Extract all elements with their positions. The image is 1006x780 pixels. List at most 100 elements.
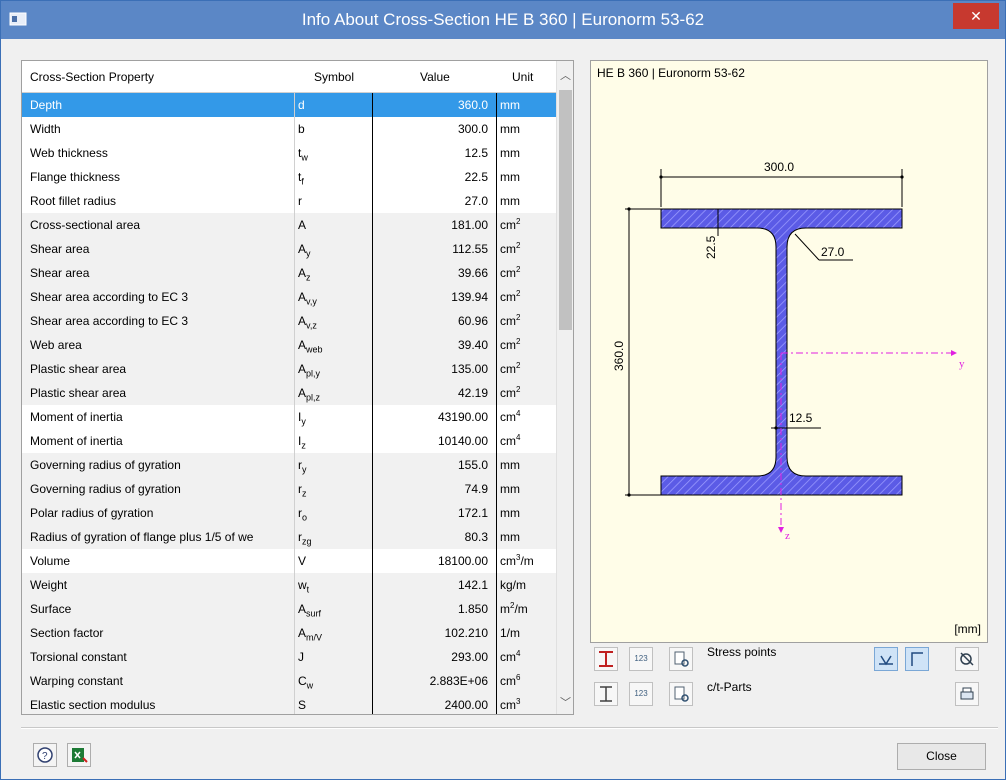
property-symbol: tf	[298, 170, 304, 187]
property-symbol: d	[298, 98, 305, 112]
property-symbol: Am/V	[298, 626, 323, 643]
property-name: Web area	[30, 338, 82, 352]
property-value: 155.0	[457, 458, 488, 472]
window-close-button[interactable]: ✕	[953, 3, 999, 29]
close-button[interactable]: Close	[897, 743, 986, 770]
table-row[interactable]: Warping constant Cw 2.883E+06 cm6	[22, 669, 557, 693]
property-value: 2.883E+06	[429, 674, 488, 688]
i-section-shape	[660, 208, 903, 496]
property-symbol: Asurf	[298, 602, 322, 619]
table-row[interactable]: Elastic section modulus S 2400.00 cm3	[22, 693, 557, 714]
table-scrollbar[interactable]: ︿ ﹀	[556, 61, 573, 714]
property-name: Surface	[30, 602, 72, 616]
properties-table: Cross-Section Property Symbol Value Unit…	[21, 60, 574, 715]
section-outline-icon[interactable]	[594, 682, 618, 706]
svg-text:?: ?	[42, 751, 48, 762]
table-header: Cross-Section Property Symbol Value Unit	[22, 61, 557, 93]
table-row[interactable]: Polar radius of gyration ro 172.1 mm	[22, 501, 557, 525]
reset-view-icon[interactable]	[955, 647, 979, 671]
header-unit[interactable]: Unit	[512, 70, 534, 84]
excel-icon	[72, 748, 88, 763]
table-row[interactable]: Plastic shear area Apl,z 42.19 cm2	[22, 381, 557, 405]
stress-points-label: Stress points	[707, 645, 777, 659]
graphic-title: HE B 360 | Euronorm 53-62	[597, 66, 745, 80]
property-name: Warping constant	[30, 674, 123, 688]
table-row[interactable]: Plastic shear area Apl,y 135.00 cm2	[22, 357, 557, 381]
table-row[interactable]: Shear area according to EC 3 Av,z 60.96 cm2	[22, 309, 557, 333]
dim-width-label: 300.0	[764, 160, 794, 174]
table-row[interactable]: Moment of inertia Iy 43190.00 cm4	[22, 405, 557, 429]
help-button[interactable]: ?	[33, 743, 57, 767]
dim-depth-label: 360.0	[612, 341, 626, 371]
property-unit: cm2	[500, 217, 521, 233]
list-icon[interactable]	[669, 682, 693, 706]
property-value: 135.00	[451, 362, 488, 376]
dim-flange-label: 22.5	[704, 235, 718, 259]
property-unit: mm	[500, 122, 520, 136]
table-row[interactable]: Shear area Az 39.66 cm2	[22, 261, 557, 285]
property-name: Web thickness	[30, 146, 108, 160]
table-row[interactable]: Width b 300.0 mm	[22, 117, 557, 141]
property-name: Depth	[30, 98, 63, 112]
table-row[interactable]: Radius of gyration of flange plus 1/5 of…	[22, 525, 557, 549]
header-value[interactable]: Value	[420, 70, 450, 84]
property-unit: 1/m	[500, 626, 521, 640]
scroll-up-icon[interactable]: ︿	[560, 70, 571, 82]
numbering-icon[interactable]: 123	[629, 682, 653, 706]
table-row[interactable]: Depth d 360.0 mm	[22, 93, 557, 117]
property-name: Plastic shear area	[30, 362, 127, 376]
numbering-icon[interactable]: 123	[629, 647, 653, 671]
property-value: 80.3	[464, 530, 488, 544]
property-symbol: ry	[298, 458, 307, 475]
property-name: Torsional constant	[30, 650, 127, 664]
cross-section-graphic: HE B 360 | Euronorm 53-62 300.0 360.0 22…	[590, 60, 988, 643]
header-symbol[interactable]: Symbol	[314, 70, 355, 84]
property-name: Root fillet radius	[30, 194, 117, 208]
property-unit: cm4	[500, 409, 521, 425]
table-row[interactable]: Governing radius of gyration ry 155.0 mm	[22, 453, 557, 477]
table-row[interactable]: Flange thickness tf 22.5 mm	[22, 165, 557, 189]
property-unit: cm4	[500, 433, 521, 449]
property-unit: m2/m	[500, 601, 528, 617]
print-icon[interactable]	[955, 682, 979, 706]
property-symbol: rzg	[298, 530, 312, 547]
table-row[interactable]: Root fillet radius r 27.0 mm	[22, 189, 557, 213]
property-name: Polar radius of gyration	[30, 506, 154, 520]
table-row[interactable]: Section factor Am/V 102.210 1/m	[22, 621, 557, 645]
dimension-x-icon[interactable]	[874, 647, 898, 671]
footer-separator	[21, 727, 998, 728]
table-row[interactable]: Torsional constant J 293.00 cm4	[22, 645, 557, 669]
property-unit: cm2	[500, 361, 521, 377]
property-name: Shear area	[30, 266, 90, 280]
table-row[interactable]: Shear area Ay 112.55 cm2	[22, 237, 557, 261]
property-value: 1.850	[457, 602, 488, 616]
table-row[interactable]: Moment of inertia Iz 10140.00 cm4	[22, 429, 557, 453]
table-row[interactable]: Weight wt 142.1 kg/m	[22, 573, 557, 597]
header-property[interactable]: Cross-Section Property	[30, 70, 155, 84]
property-name: Shear area according to EC 3	[30, 314, 189, 328]
scroll-thumb[interactable]	[559, 90, 572, 330]
export-excel-button[interactable]	[67, 743, 91, 767]
table-row[interactable]: Web thickness tw 12.5 mm	[22, 141, 557, 165]
table-row[interactable]: Governing radius of gyration rz 74.9 mm	[22, 477, 557, 501]
property-symbol: J	[298, 650, 304, 664]
property-unit: mm	[500, 482, 520, 496]
table-row[interactable]: Volume V 18100.00 cm3/m	[22, 549, 557, 573]
property-value: 22.5	[464, 170, 488, 184]
show-section-icon[interactable]	[594, 647, 618, 671]
table-row[interactable]: Cross-sectional area A 181.00 cm2	[22, 213, 557, 237]
property-unit: cm2	[500, 241, 521, 257]
table-row[interactable]: Surface Asurf 1.850 m2/m	[22, 597, 557, 621]
scroll-down-icon[interactable]: ﹀	[560, 697, 571, 709]
property-name: Governing radius of gyration	[30, 458, 181, 472]
ct-parts-label: c/t-Parts	[707, 680, 752, 694]
property-symbol: ro	[298, 506, 308, 523]
property-name: Moment of inertia	[30, 410, 123, 424]
table-row[interactable]: Shear area according to EC 3 Av,y 139.94 cm…	[22, 285, 557, 309]
axes-icon[interactable]	[905, 647, 929, 671]
list-icon[interactable]	[669, 647, 693, 671]
table-row[interactable]: Web area Aweb 39.40 cm2	[22, 333, 557, 357]
property-symbol: r	[298, 194, 302, 208]
property-name: Plastic shear area	[30, 386, 127, 400]
property-unit: mm	[500, 98, 520, 112]
